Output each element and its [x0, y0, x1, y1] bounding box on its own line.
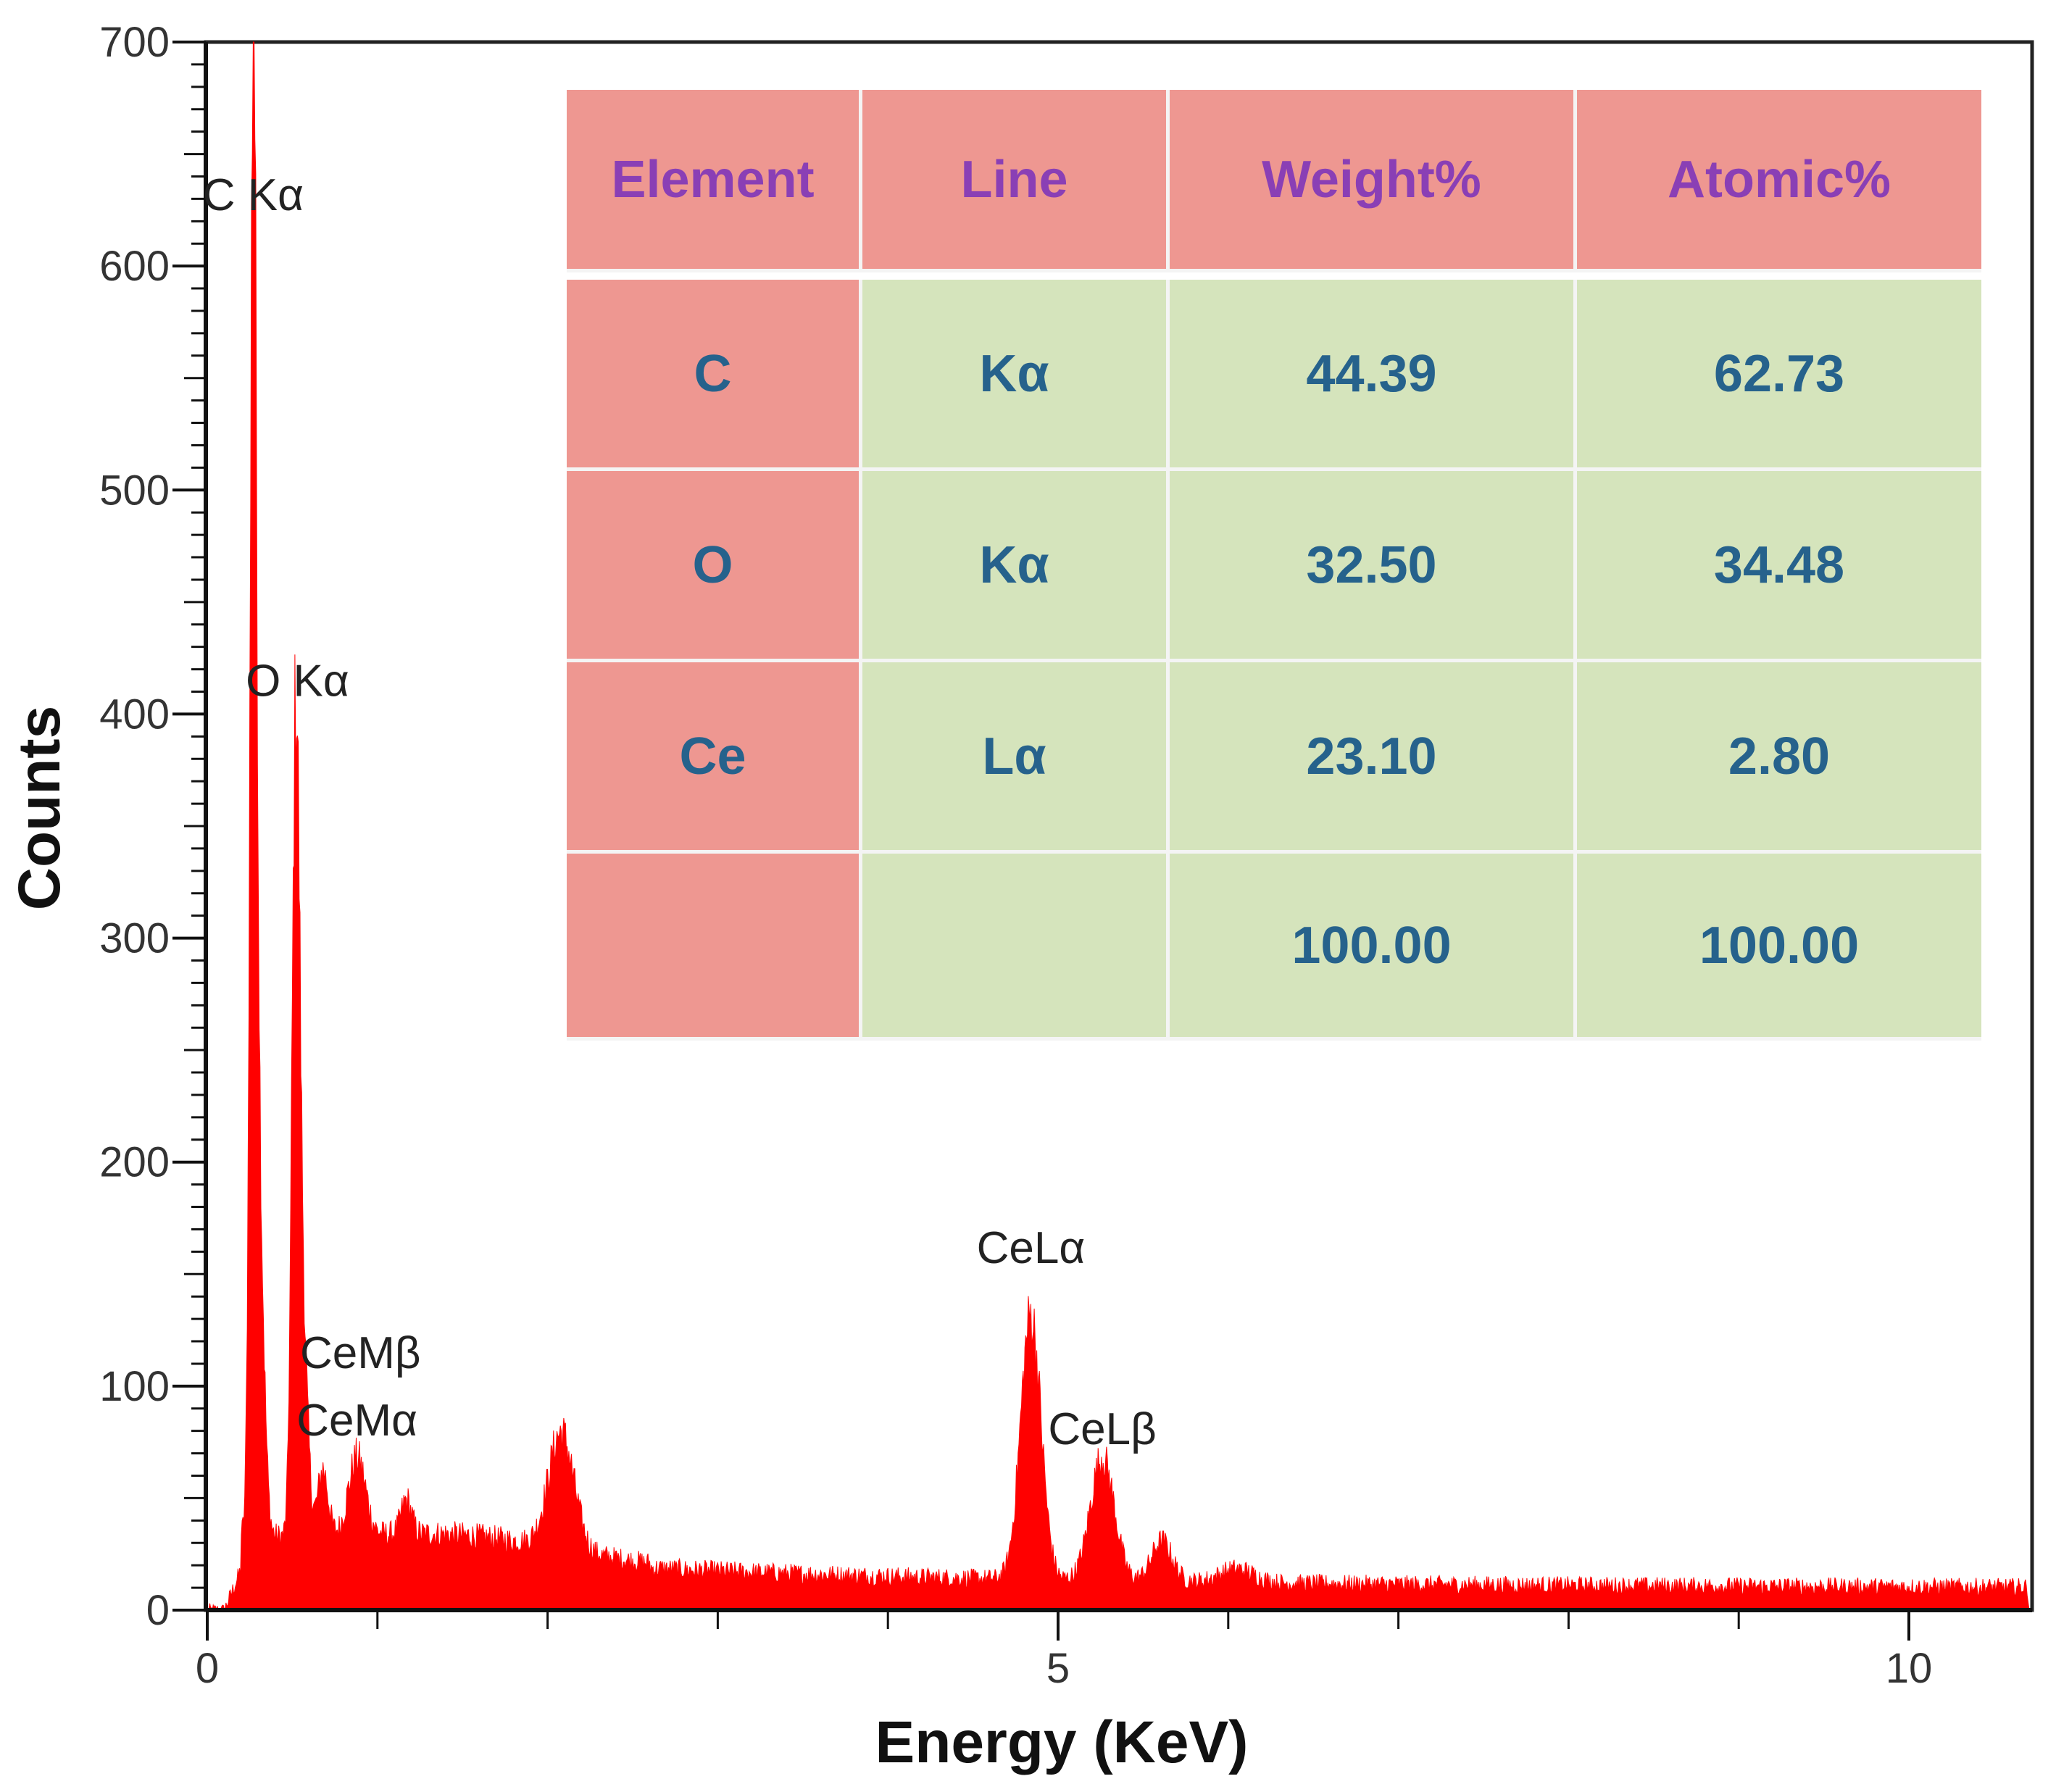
header-line: Line [862, 90, 1170, 272]
composition-table: Element Line Weight% Atomic% C Kα 44.39 … [567, 90, 1981, 1041]
header-atomic: Atomic% [1577, 90, 1981, 272]
y-tick-label: 0 [146, 1587, 170, 1634]
cell-line [862, 854, 1170, 1041]
table-row: Ce Lα 23.10 2.80 [567, 662, 1981, 854]
table-total-row: 100.00 100.00 [567, 854, 1981, 1041]
cell-atomic: 62.73 [1577, 280, 1981, 471]
peak-label: CeMα [296, 1396, 417, 1446]
x-axis-title: Energy (KeV) [875, 1709, 1249, 1775]
y-tick-label: 600 [99, 243, 170, 290]
cell-weight: 23.10 [1170, 662, 1577, 854]
peak-label: CeMβ [300, 1328, 421, 1378]
peak-label: CeLα [977, 1223, 1086, 1273]
cell-element: Ce [567, 662, 862, 854]
spectrum-series [207, 41, 2030, 1612]
peak-label: O Kα [246, 657, 349, 707]
peak-labels: C Kα O Kα CeMβ CeMα CeLα CeLβ [203, 170, 1157, 1454]
peak-label: C Kα [203, 170, 304, 220]
cell-line: Kα [862, 280, 1170, 471]
y-axis: 0 100 200 300 400 500 600 700 [99, 19, 208, 1634]
cell-element: C [567, 280, 862, 471]
cell-line: Kα [862, 471, 1170, 662]
cell-weight: 32.50 [1170, 471, 1577, 662]
peak-label: CeLβ [1048, 1404, 1156, 1454]
cell-element [567, 854, 862, 1041]
y-tick-label: 200 [99, 1139, 170, 1186]
cell-atomic: 34.48 [1577, 471, 1981, 662]
x-axis: 0 5 10 [196, 1608, 2032, 1692]
cell-weight-total: 100.00 [1170, 854, 1577, 1041]
y-axis-title: Counts [7, 706, 72, 910]
header-element: Element [567, 90, 862, 272]
y-tick-label: 700 [99, 19, 170, 66]
cell-element: O [567, 471, 862, 662]
y-tick-label: 400 [99, 691, 170, 738]
y-tick-label: 300 [99, 915, 170, 962]
table-row: C Kα 44.39 62.73 [567, 280, 1981, 471]
x-tick-label: 10 [1886, 1645, 1933, 1692]
cell-atomic: 2.80 [1577, 662, 1981, 854]
cell-line: Lα [862, 662, 1170, 854]
table-row: O Kα 32.50 34.48 [567, 471, 1981, 662]
header-weight: Weight% [1170, 90, 1577, 272]
x-tick-label: 5 [1046, 1645, 1070, 1692]
x-tick-label: 0 [196, 1645, 219, 1692]
cell-weight: 44.39 [1170, 280, 1577, 471]
y-tick-label: 100 [99, 1363, 170, 1410]
table-header-row: Element Line Weight% Atomic% [567, 90, 1981, 272]
y-tick-label: 500 [99, 467, 170, 514]
cell-atomic-total: 100.00 [1577, 854, 1981, 1041]
